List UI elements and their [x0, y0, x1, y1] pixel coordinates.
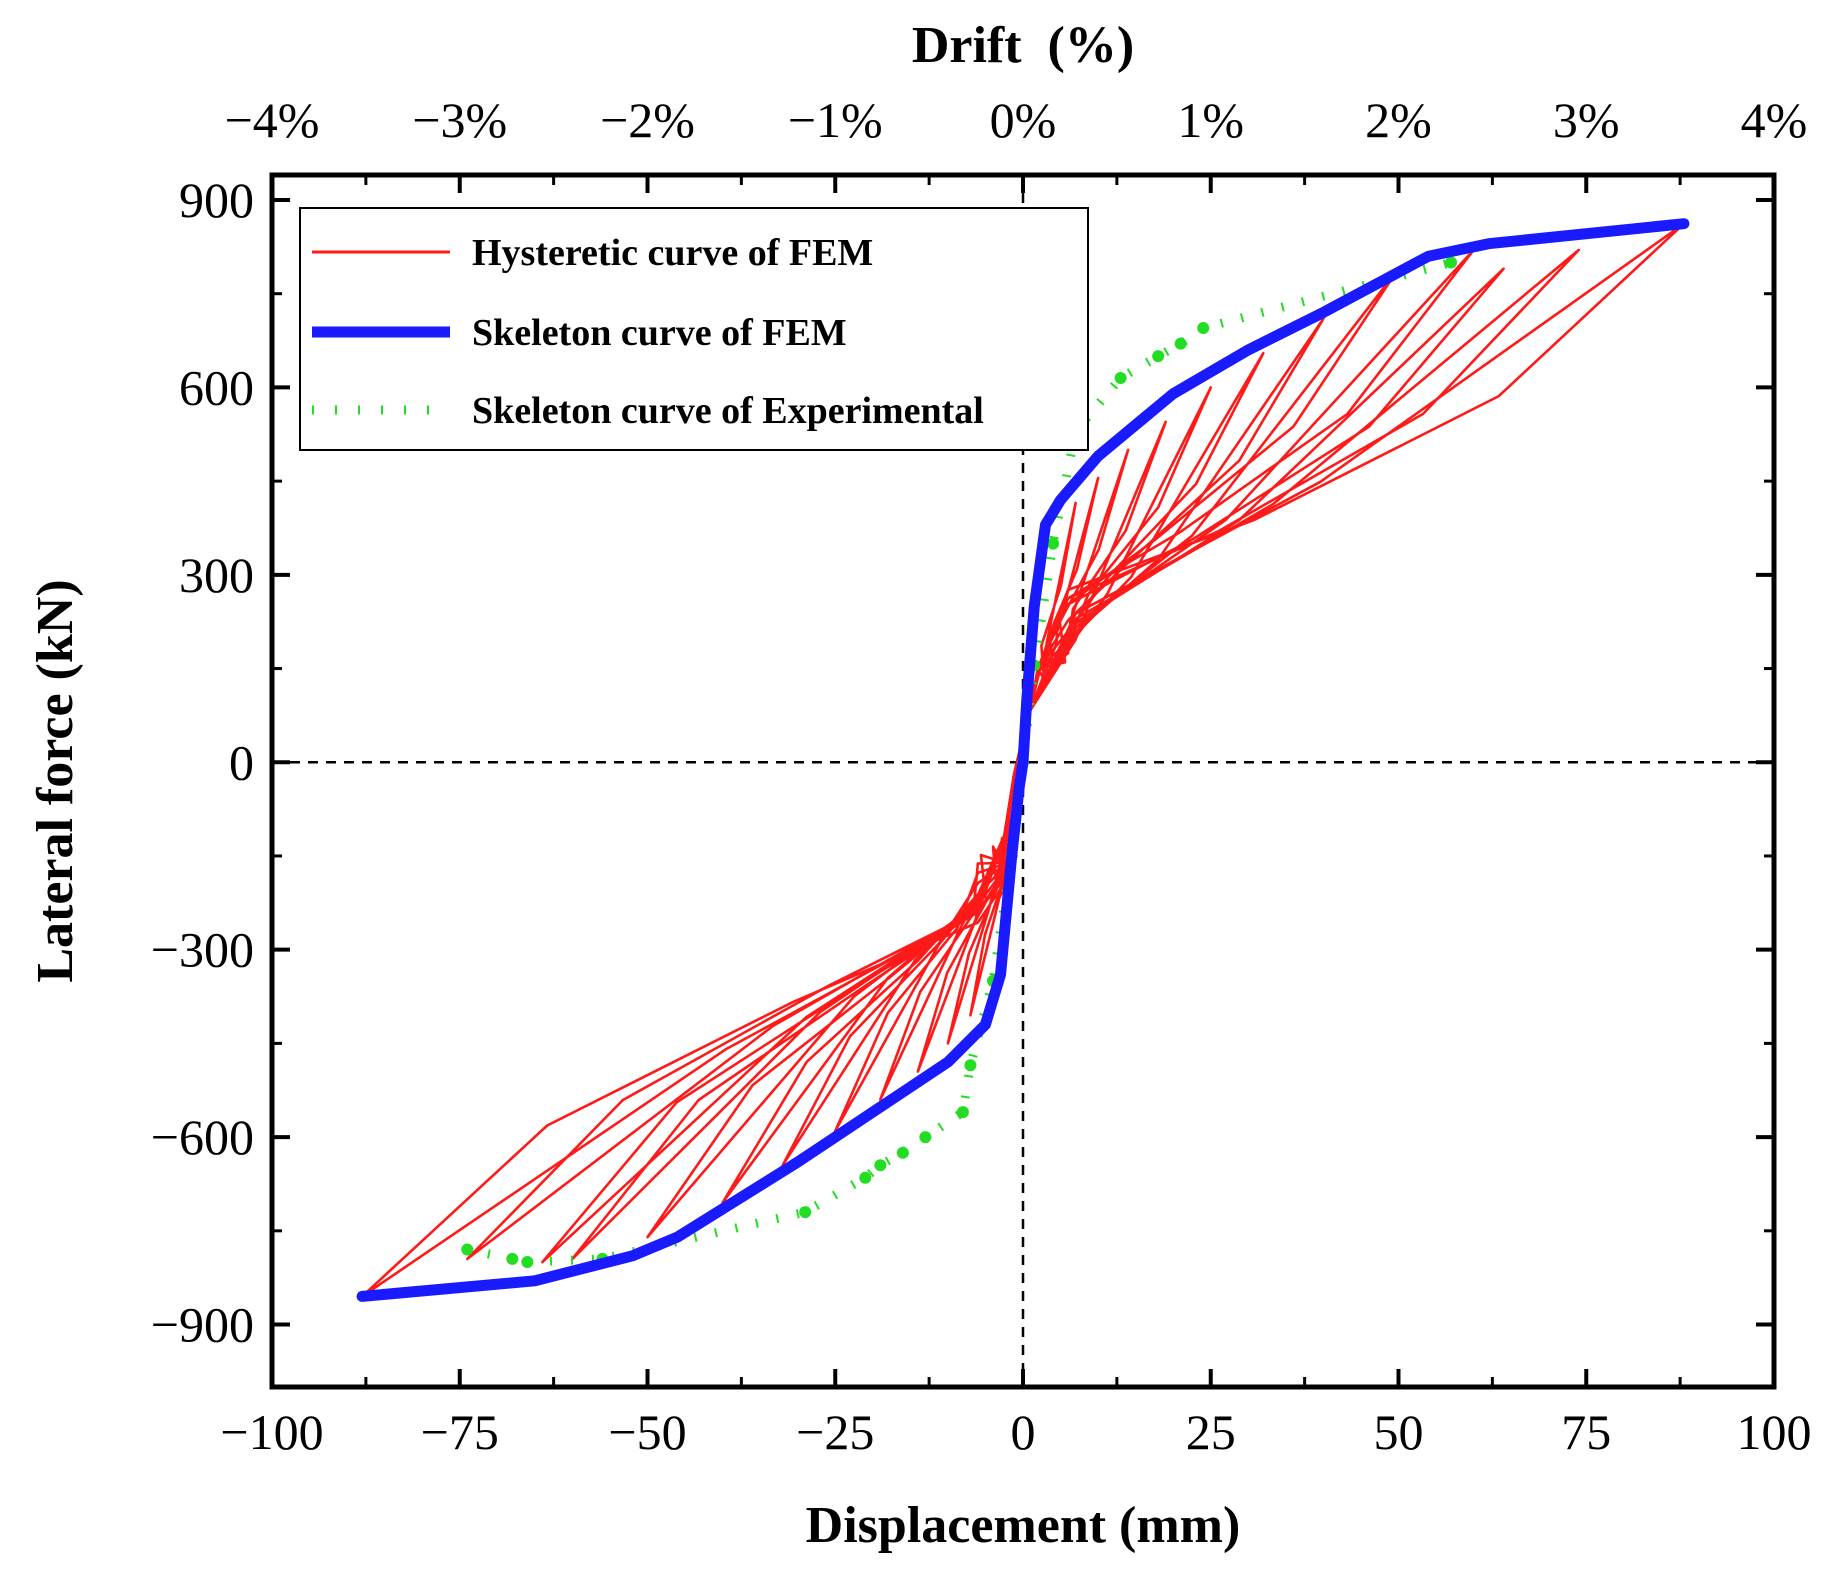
drift-tick-label: −3%: [412, 92, 507, 148]
x-tick-label: 0: [1011, 1404, 1036, 1460]
legend-label-experimental: Skeleton curve of Experimental: [472, 390, 984, 432]
x-tick-label: −75: [421, 1404, 499, 1460]
drift-tick-label: 3%: [1553, 92, 1620, 148]
experimental-point: [964, 1059, 977, 1072]
drift-tick-label: 0%: [990, 92, 1057, 148]
experimental-point: [874, 1159, 887, 1172]
x-tick-label: −50: [608, 1404, 686, 1460]
drift-tick-label: 4%: [1741, 92, 1808, 148]
x-tick-label: 100: [1737, 1404, 1812, 1460]
y-tick-label: −300: [151, 922, 254, 978]
top-axis-title: Drift (%): [912, 17, 1134, 74]
x-axis-title: Displacement (mm): [806, 1497, 1241, 1554]
drift-tick-label: −4%: [225, 92, 320, 148]
experimental-point: [919, 1131, 932, 1144]
experimental-point: [521, 1256, 534, 1269]
fem-skeleton-line: [356, 218, 1690, 1302]
y-tick-label: 900: [179, 172, 254, 228]
x-tick-label: 25: [1186, 1404, 1236, 1460]
experimental-point: [1114, 372, 1127, 385]
experimental-point: [896, 1146, 909, 1159]
drift-tick-label: −1%: [788, 92, 883, 148]
x-tick-labels: −100 −75 −50 −25 0 25 50 75 100: [220, 1404, 1811, 1460]
x-tick-label: 50: [1374, 1404, 1424, 1460]
y-axis-title: Lateral force (kN): [27, 579, 84, 982]
axis-ticks: [270, 175, 1776, 1387]
drift-tick-label: 2%: [1365, 92, 1432, 148]
y-tick-label: 600: [179, 359, 254, 415]
fem-skeleton-series: [356, 218, 1690, 1302]
y-tick-label: 300: [179, 547, 254, 603]
experimental-point: [1152, 350, 1165, 363]
drift-tick-label: −2%: [600, 92, 695, 148]
y-tick-label: −900: [151, 1297, 254, 1353]
x-tick-label: −25: [796, 1404, 874, 1460]
legend-label-fem-skeleton: Skeleton curve of FEM: [472, 312, 847, 354]
experimental-point: [859, 1171, 872, 1184]
experimental-point: [461, 1243, 474, 1256]
experimental-point: [1445, 256, 1458, 269]
experimental-point: [956, 1106, 969, 1119]
experimental-point: [799, 1206, 812, 1219]
y-tick-labels: −900 −600 −300 0 300 600 900: [151, 172, 254, 1353]
drift-tick-labels: −4% −3% −2% −1% 0% 1% 2% 3% 4%: [225, 92, 1808, 148]
y-tick-label: 0: [229, 734, 254, 790]
experimental-skeleton-series: [461, 256, 1458, 1269]
legend-label-hysteretic: Hysteretic curve of FEM: [472, 232, 873, 274]
x-tick-label: 75: [1561, 1404, 1611, 1460]
experimental-point: [506, 1252, 519, 1265]
drift-tick-label: 1%: [1177, 92, 1244, 148]
y-tick-label: −600: [151, 1109, 254, 1165]
experimental-point: [1174, 337, 1187, 350]
experimental-point: [1197, 322, 1210, 335]
experimental-point: [1047, 537, 1060, 550]
legend: Hysteretic curve of FEM Skeleton curve o…: [299, 207, 1089, 451]
x-tick-label: −100: [220, 1404, 323, 1460]
